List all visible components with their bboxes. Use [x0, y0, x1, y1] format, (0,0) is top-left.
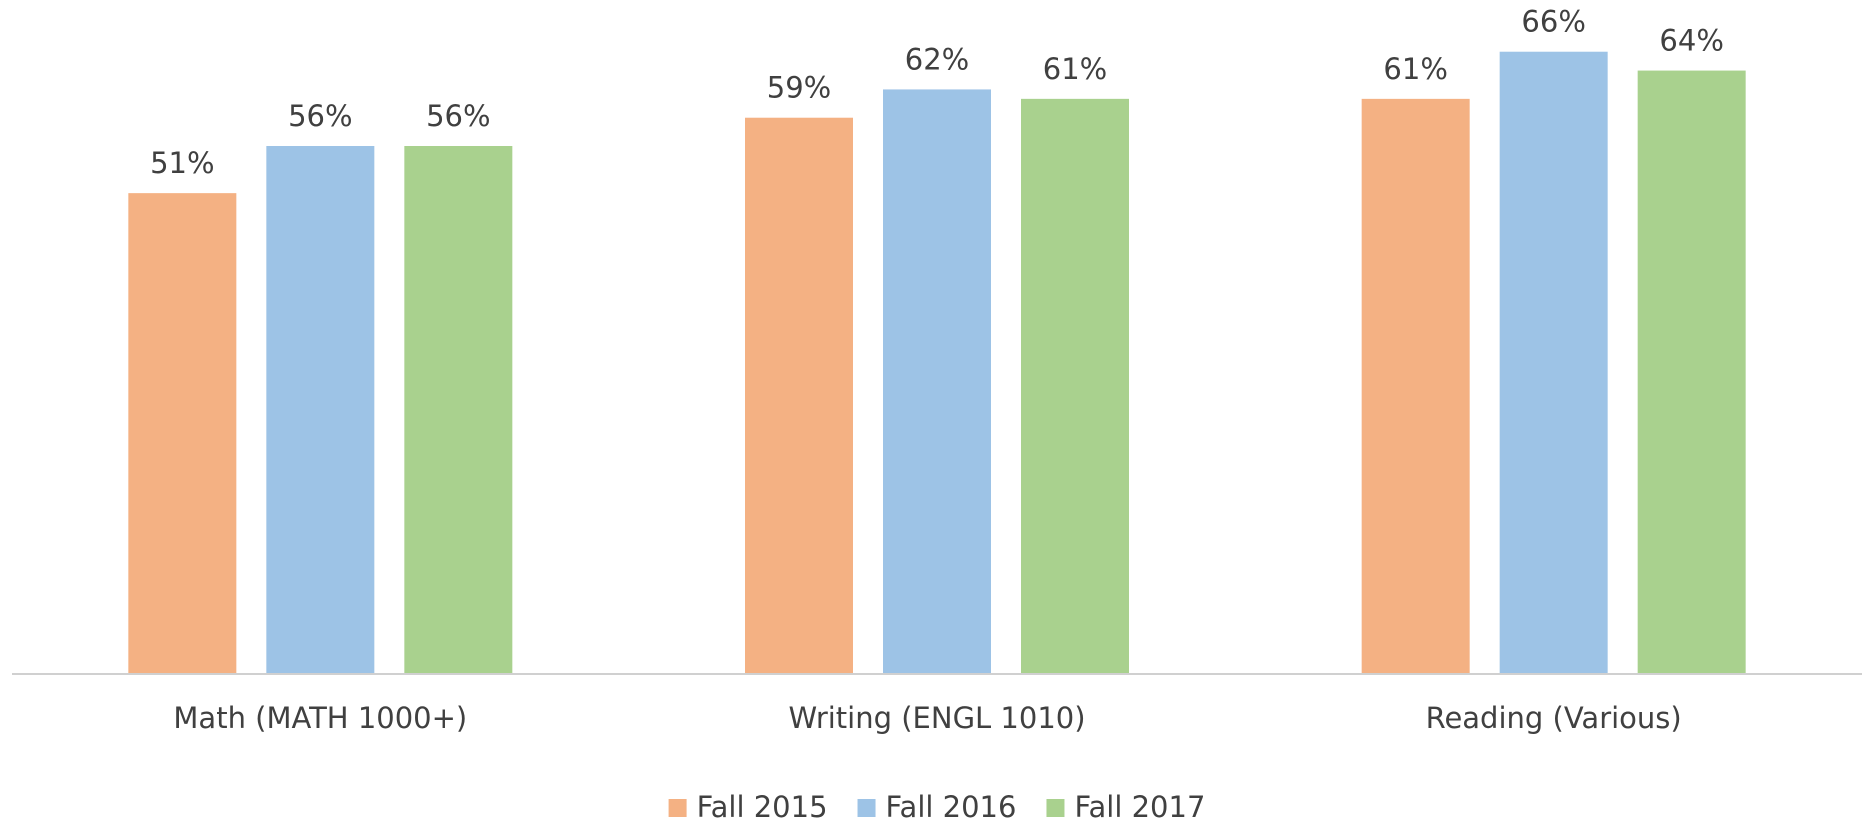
bar: [404, 146, 513, 674]
value-label: 62%: [905, 42, 969, 76]
bar: [1499, 51, 1608, 674]
bar: [266, 146, 375, 674]
legend-label: Fall 2015: [697, 790, 828, 824]
legend-swatch: [857, 799, 876, 817]
value-label: 59%: [767, 71, 831, 105]
bar: [1021, 98, 1129, 675]
x-tick-label: Math (MATH 1000+): [173, 701, 467, 735]
legend-label: Fall 2016: [886, 790, 1017, 824]
value-label: 61%: [1043, 52, 1107, 86]
value-label: 61%: [1383, 52, 1447, 86]
value-label: 64%: [1659, 24, 1723, 58]
bar: [883, 89, 991, 674]
value-label: 56%: [288, 99, 352, 133]
value-label: 66%: [1521, 5, 1585, 39]
bar: [1361, 98, 1470, 675]
bar: [745, 117, 853, 674]
legend-label: Fall 2017: [1074, 790, 1205, 824]
bar: [1637, 70, 1746, 675]
bar: [128, 193, 237, 674]
value-label: 51%: [150, 146, 214, 180]
legend-swatch: [1046, 799, 1065, 817]
x-tick-label: Writing (ENGL 1010): [788, 701, 1085, 735]
legend-swatch: [668, 799, 687, 817]
value-label: 56%: [426, 99, 490, 133]
x-tick-label: Reading (Various): [1426, 701, 1682, 735]
